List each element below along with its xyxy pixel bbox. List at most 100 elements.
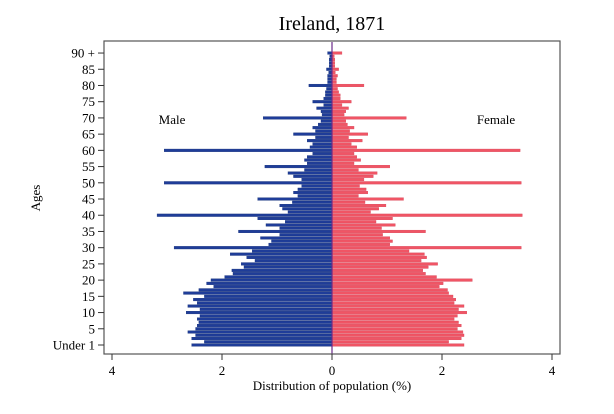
bar-male-age-90 <box>327 51 333 55</box>
bar-male-age-19 <box>206 281 333 285</box>
bar-male-age-13 <box>197 301 333 305</box>
bar-male-age-60 <box>164 148 333 152</box>
bar-female-age-25 <box>331 262 438 266</box>
bar-male-age-80 <box>308 83 333 87</box>
bar-male-age-69 <box>320 119 333 123</box>
bar-female-age-82 <box>331 77 337 81</box>
bar-male-age-21 <box>224 275 333 279</box>
bar-female-age-51 <box>331 178 365 182</box>
bar-female-age-14 <box>331 298 456 302</box>
bar-male-age-17 <box>198 288 333 292</box>
bar-female-age-20 <box>331 278 473 282</box>
bar-female-age-58 <box>331 155 357 159</box>
x-axis-label: Distribution of population (%) <box>253 378 412 393</box>
x-tick-label: 2 <box>439 363 446 378</box>
y-tick-label: 75 <box>82 94 95 109</box>
bar-female-age-34 <box>331 233 383 237</box>
x-tick-label: 0 <box>329 363 336 378</box>
bar-male-age-31 <box>268 242 333 246</box>
bar-female-age-18 <box>331 285 440 289</box>
x-tick-label: 2 <box>219 363 226 378</box>
bar-male-age-46 <box>297 194 333 198</box>
y-tick-label: 70 <box>82 110 95 125</box>
y-tick-label: 15 <box>82 289 95 304</box>
bar-female-age-59 <box>331 152 355 156</box>
bar-female-age-35 <box>331 229 426 233</box>
bar-female-age-36 <box>331 226 382 230</box>
bar-female-age-52 <box>331 174 374 178</box>
bar-female-age-4 <box>331 330 464 334</box>
bar-male-age-9 <box>199 314 333 318</box>
y-axis-label: Ages <box>28 185 43 212</box>
bar-male-age-43 <box>279 204 333 208</box>
bar-female-age-43 <box>331 204 387 208</box>
bar-male-age-73 <box>316 106 333 110</box>
bar-male-age-39 <box>257 216 333 220</box>
bar-male-age-48 <box>297 187 333 191</box>
y-tick-label: 80 <box>82 78 95 93</box>
x-tick-label: 4 <box>109 363 116 378</box>
bar-female-age-57 <box>331 158 361 162</box>
bar-female-age-68 <box>331 122 348 126</box>
y-tick-label: 30 <box>82 240 95 255</box>
bar-male-age-18 <box>213 285 333 289</box>
bar-male-age-49 <box>301 184 333 188</box>
bar-female-age-32 <box>331 239 393 243</box>
bar-female-age-37 <box>331 223 396 227</box>
bar-female-age-39 <box>331 216 393 220</box>
bar-male-age-63 <box>307 139 333 143</box>
bar-female-age-31 <box>331 242 390 246</box>
bar-male-age-7 <box>198 320 333 324</box>
bar-female-age-42 <box>331 207 379 211</box>
bar-male-age-71 <box>321 113 333 117</box>
bar-female-age-44 <box>331 200 366 204</box>
bar-female-age-70 <box>331 116 407 120</box>
bar-female-age-53 <box>331 171 378 175</box>
bar-male-age-45 <box>257 197 333 201</box>
bar-female-age-80 <box>331 83 365 87</box>
bar-male-age-53 <box>287 171 333 175</box>
y-tick-label: 65 <box>82 127 95 142</box>
bar-male-age-34 <box>279 233 333 237</box>
bar-male-age-50 <box>164 181 333 185</box>
bar-male-age-42 <box>282 207 333 211</box>
y-tick-label: 45 <box>82 192 95 207</box>
y-tick-label: 5 <box>89 321 96 336</box>
bar-female-age-28 <box>331 252 425 256</box>
bar-male-age-55 <box>264 165 333 169</box>
bar-male-age-14 <box>193 298 333 302</box>
bar-male-age-51 <box>301 178 333 182</box>
bar-female-age-47 <box>331 191 368 195</box>
bar-female-age-8 <box>331 317 455 321</box>
bar-male-age-5 <box>195 327 333 331</box>
bar-female-age-41 <box>331 210 371 214</box>
bar-male-age-70 <box>263 116 333 120</box>
bar-male-age-30 <box>173 246 333 250</box>
bar-female-age-1 <box>331 340 449 344</box>
bar-male-age-8 <box>197 317 333 321</box>
bar-female-age-90 <box>331 51 343 55</box>
bar-female-age-19 <box>331 281 444 285</box>
bar-male-age-58 <box>307 155 333 159</box>
bar-female-age-5 <box>331 327 458 331</box>
female-label: Female <box>477 112 515 127</box>
bar-male-age-52 <box>293 174 333 178</box>
bar-male-age-37 <box>265 223 333 227</box>
bar-female-age-72 <box>331 109 346 113</box>
bar-male-age-72 <box>320 109 333 113</box>
bar-male-age-27 <box>246 255 333 259</box>
bar-female-age-26 <box>331 259 422 263</box>
bar-female-age-48 <box>331 187 367 191</box>
bar-female-age-10 <box>331 311 467 315</box>
bar-female-age-79 <box>331 87 338 91</box>
bar-female-age-55 <box>331 165 390 169</box>
bar-female-age-3 <box>331 333 465 337</box>
bar-female-age-62 <box>331 142 352 146</box>
bar-male-age-74 <box>323 103 333 107</box>
y-tick-label: Under 1 <box>53 338 95 353</box>
bar-male-age-83 <box>327 74 333 78</box>
bar-female-age-7 <box>331 320 459 324</box>
bar-female-age-30 <box>331 246 522 250</box>
bar-male-age-36 <box>279 226 333 230</box>
bar-female-age-24 <box>331 265 429 269</box>
